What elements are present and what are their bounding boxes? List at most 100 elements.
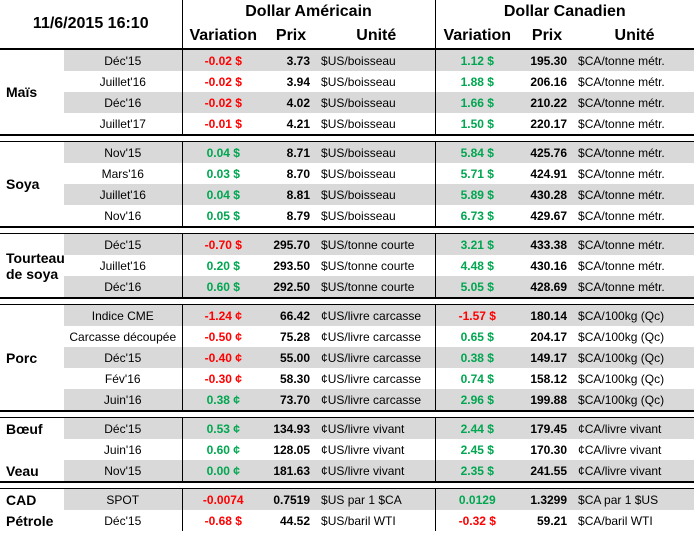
cad-variation: 5.05 $ [435,276,520,298]
contract: Déc'15 [64,510,183,531]
table-row: Nov'16 0.05 $ 8.79 $US/boisseau 6.73 $ 429.67… [0,205,694,227]
cad-variation: 5.71 $ [460,166,494,181]
category-label-line: Soya [6,176,40,192]
usd-unite: $US/boisseau [318,163,436,184]
contract: Mars'16 [64,163,183,184]
category-label-line: de soya [6,265,59,282]
cad-unite: $CA par 1 $US [575,488,695,510]
cad-prix: 430.16 [530,258,568,273]
cad-prix: 433.38 [519,233,576,255]
category-label: Bœuf [0,417,64,439]
separator-cell [0,481,695,489]
contract: Nov'16 [64,205,183,227]
usd-variation: -0.68 $ [204,513,242,528]
table-row: Juillet'17 -0.01 $ 4.21 $US/boisseau 1.50 $ 2… [0,113,694,135]
category-label [0,439,64,460]
table-row: Déc'16 0.60 $292.50 $US/tonne courte 5.05 $… [0,276,695,298]
usd-prix: 292.50 [264,276,319,298]
separator-cell [0,410,695,418]
table-row: Bœuf Déc'15 0.53 ¢ 134.93 ¢US/livre vivant 2.… [0,417,695,439]
cad-unite: $CA/tonne métr. [575,141,695,163]
cad-prix: 206.16 [530,74,568,89]
cad-variation: 0.74 $ [460,371,494,386]
usd-variation: 0.60 ¢ [206,442,240,457]
table-row: Pétrole Déc'15 -0.68 $ 44.52 $US/baril WTI -0… [0,510,694,531]
cad-prix: 429.67 [530,208,568,223]
usd-prix: 58.30 [279,371,311,386]
cad-unite: $CA/100kg (Qc) [575,389,695,411]
contract: Indice CME [64,304,183,326]
cad-variation: 2.96 $ [435,389,520,411]
cad-variation: 2.35 $ [435,460,520,482]
timestamp: 11/6/2015 16:10 [0,0,183,50]
usd-variation: 0.53 ¢ [182,417,265,439]
contract: Déc'15 [64,347,183,368]
usd-variation: -0.0074 [182,488,265,510]
usd-variation: 0.00 ¢ [182,460,265,482]
usd-unite: $US/boisseau [318,184,436,205]
group-separator [0,226,695,234]
contract: Déc'15 [64,417,183,439]
contract: SPOT [64,488,183,510]
usd-prix-header: Prix [264,24,319,50]
cad-variation: 2.44 $ [435,417,520,439]
cad-variation: 3.21 $ [435,233,520,255]
cad-prix: 59.21 [537,513,568,528]
usd-variation: -0.50 ¢ [204,329,242,344]
cad-prix: 220.17 [530,116,568,131]
cad-variation: 5.89 $ [435,184,520,205]
usd-unite: $US/boisseau [318,92,436,113]
table-row: Juillet'16 -0.02 $ 3.94 $US/boisseau 1.88 $ 2… [0,71,694,92]
usd-variation: -0.02 $ [182,49,265,71]
cad-prix: 241.55 [519,460,576,482]
usd-prix: 3.94 [286,74,311,89]
usd-prix: 3.73 [264,49,319,71]
usd-unite: ¢US/livre carcasse [318,326,436,347]
usd-variation: -1.24 ¢ [182,304,265,326]
cad-variation: -1.57 $ [435,304,520,326]
usd-prix: 4.21 [286,116,311,131]
category-label: Pétrole [0,510,64,531]
cad-unite: $CA/baril WTI [578,513,653,528]
contract: Déc'16 [64,92,183,113]
cad-variation: 2.45 $ [460,442,494,457]
cad-prix: 1.3299 [519,488,576,510]
usd-unite: ¢US/livre vivant [318,439,436,460]
cad-unite: $CA/tonne métr. [575,233,695,255]
usd-prix: 8.70 [286,166,311,181]
usd-prix: 4.02 [264,92,319,113]
contract: Déc'15 [64,233,183,255]
cad-unite: $CA/tonne métr. [578,208,665,223]
usd-prix: 181.63 [264,460,319,482]
cad-unite: ¢CA/livre vivant [575,417,695,439]
usd-prix: 44.52 [279,513,311,528]
usd-unite: $US/boisseau [318,71,436,92]
table-row: Maïs Déc'15 -0.02 $3.73 $US/boisseau 1.12 $1… [0,49,695,135]
usd-prix: 295.70 [264,233,319,255]
contract: Juillet'16 [64,184,183,205]
usd-unite: $US/boisseau [318,113,436,135]
table-row: Déc'15 -0.40 ¢ 55.00 ¢US/livre carcasse 0.38… [0,347,695,368]
contract: Juillet'16 [64,71,183,92]
cad-variation: 1.12 $ [435,49,520,71]
separator-cell [0,134,695,142]
cad-unite-header: Unité [575,24,695,50]
table-row: Porc Indice CME -1.24 ¢ 66.42 ¢US/livre carc… [0,304,695,411]
category-label: Veau [0,460,64,482]
separator-cell [0,297,695,305]
table-row: Soya Nov'15 0.04 $8.71 $US/boisseau 5.84 $42… [0,141,695,227]
category-label: Maïs [0,49,64,135]
cad-variation: 0.0129 [435,488,520,510]
usd-prix: 8.71 [264,141,319,163]
usd-variation: 0.60 $ [182,276,265,298]
cad-variation-header: Variation [435,24,520,50]
category-label-line: Maïs [6,84,38,100]
cad-variation: 0.38 $ [435,347,520,368]
contract: Juillet'16 [64,255,183,276]
usd-variation: -0.30 ¢ [204,371,242,386]
usd-unite: $US/tonne courte [318,276,436,298]
contract: Déc'15 [64,49,183,71]
category-label: CAD [0,488,64,510]
